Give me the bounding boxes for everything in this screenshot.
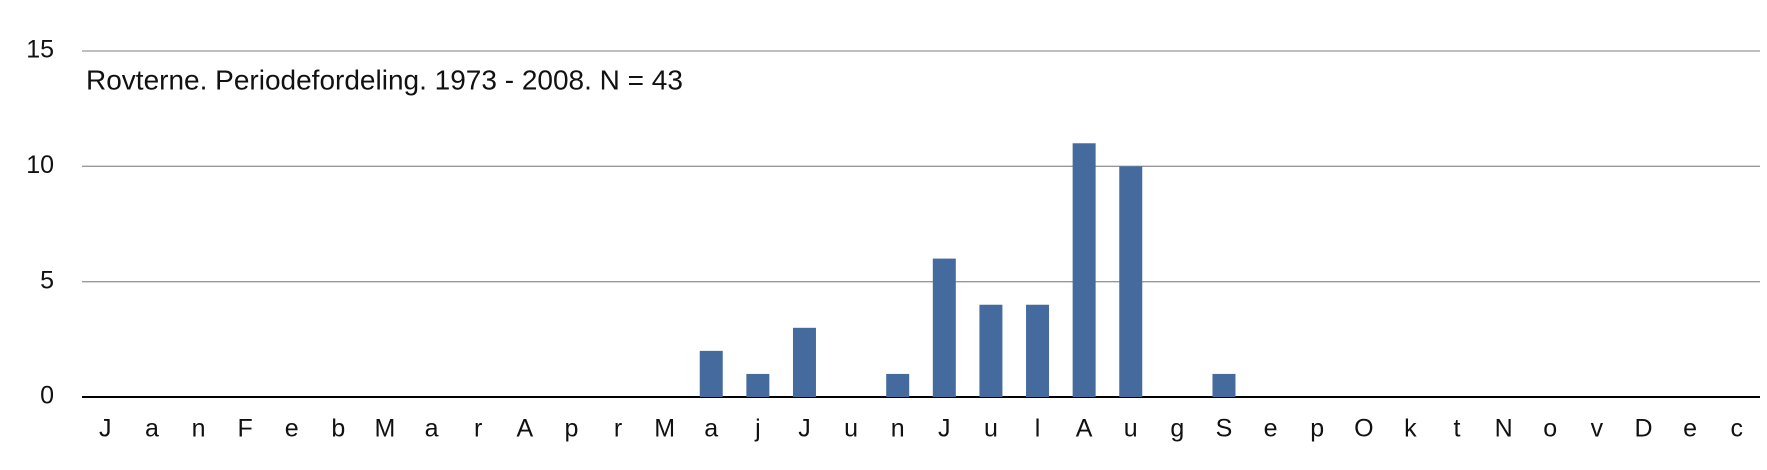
x-tick-label: c [1730, 415, 1743, 443]
x-tick-label: D [1634, 415, 1652, 443]
bar [1119, 166, 1143, 397]
x-tick-label: r [474, 415, 482, 443]
x-tick-label: t [1454, 415, 1461, 443]
bar [1212, 373, 1236, 397]
x-tick-label: O [1354, 415, 1373, 443]
x-tick-label: u [1124, 415, 1138, 443]
x-tick-label: b [331, 415, 345, 443]
x-tick-label: S [1216, 415, 1233, 443]
x-tick-label: r [614, 415, 622, 443]
x-tick-label: n [891, 415, 905, 443]
x-tick-label: n [192, 415, 206, 443]
x-tick-label: u [844, 415, 858, 443]
bar [792, 327, 816, 397]
x-tick-label: p [1310, 415, 1324, 443]
bar [699, 350, 723, 397]
y-tick-label: 10 [26, 151, 54, 179]
x-tick-label: k [1404, 415, 1417, 443]
x-tick-label: M [654, 415, 675, 443]
y-tick-label: 5 [40, 266, 54, 294]
x-tick-label: l [1035, 415, 1041, 443]
x-tick-label: a [425, 415, 439, 443]
y-tick-label: 0 [40, 382, 54, 410]
x-tick-label: J [938, 415, 951, 443]
chart-title: Rovterne. Periodefordeling. 1973 - 2008.… [86, 64, 683, 95]
y-tick-label: 15 [26, 36, 54, 64]
x-tick-label: u [984, 415, 998, 443]
bar [1072, 143, 1096, 397]
x-tick-label: a [145, 415, 159, 443]
x-tick-label: p [564, 415, 578, 443]
x-tick-label: A [516, 415, 533, 443]
x-tick-label: e [285, 415, 299, 443]
bar [746, 373, 770, 397]
x-tick-label: a [704, 415, 718, 443]
x-tick-label: F [237, 415, 252, 443]
x-tick-label: N [1495, 415, 1513, 443]
bar [932, 258, 956, 397]
x-tick-label: e [1264, 415, 1278, 443]
x-tick-label: g [1170, 415, 1184, 443]
x-tick-label: A [1076, 415, 1093, 443]
x-tick-label: M [375, 415, 396, 443]
bar [1026, 304, 1050, 397]
x-tick-label: j [754, 415, 761, 443]
x-tick-label: J [798, 415, 811, 443]
x-tick-label: v [1591, 415, 1604, 443]
bar [979, 304, 1003, 397]
x-tick-label: J [99, 415, 112, 443]
x-tick-label: e [1683, 415, 1697, 443]
x-tick-label: o [1543, 415, 1557, 443]
bar [886, 373, 910, 397]
